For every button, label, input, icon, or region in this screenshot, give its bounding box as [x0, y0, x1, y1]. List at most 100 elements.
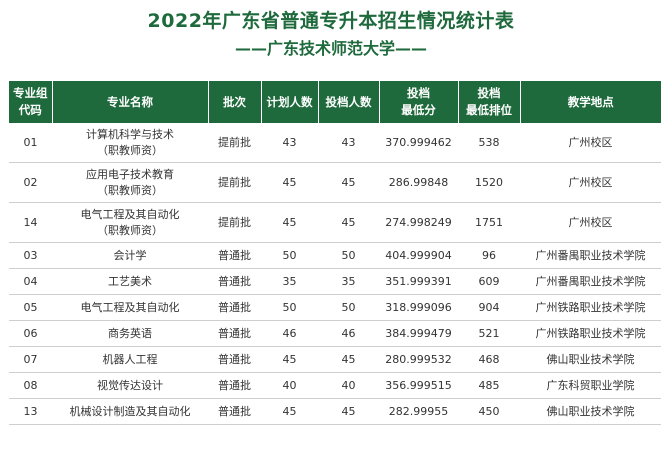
table-row: 05 电气工程及其自动化 普通批 50 50 318.999096 904 广州… [9, 294, 661, 321]
min-score: 356.999515 [379, 372, 458, 399]
admitted-count: 45 [318, 162, 379, 203]
header-cell: 批次 [207, 81, 261, 123]
plan-count: 40 [261, 372, 318, 399]
admitted-count: 50 [318, 294, 379, 321]
plan-count: 50 [261, 294, 318, 321]
batch: 提前批 [208, 202, 261, 243]
admission-table: 专业组 代码 专业名称 批次 计划人数 投档人数 投档 最低分 投档 最低排位 教学地… [9, 81, 661, 425]
major-name: 会计学 [52, 242, 208, 269]
min-score: 286.99848 [379, 162, 458, 203]
batch: 普通批 [208, 346, 261, 373]
teaching-location: 广州铁路职业技术学院 [520, 320, 661, 347]
min-score: 282.99955 [379, 398, 458, 425]
major-name: 机械设计制造及其自动化 [52, 398, 208, 425]
batch: 普通批 [208, 242, 261, 269]
batch: 普通批 [208, 398, 261, 425]
batch: 普通批 [208, 372, 261, 399]
header-cell: 投档 最低排位 [457, 81, 520, 123]
admitted-count: 46 [318, 320, 379, 347]
group-code: 04 [9, 268, 52, 295]
plan-count: 45 [261, 346, 318, 373]
major-name: 电气工程及其自动化 [52, 294, 208, 321]
group-code: 02 [9, 162, 52, 203]
table-row: 07 机器人工程 普通批 45 45 280.999532 468 佛山职业技术… [9, 346, 661, 373]
table-row: 06 商务英语 普通批 46 46 384.999479 521 广州铁路职业技… [9, 320, 661, 347]
major-name: 工艺美术 [52, 268, 208, 295]
teaching-location: 广东科贸职业学院 [520, 372, 661, 399]
header-cell: 专业组 代码 [9, 81, 52, 123]
min-rank: 450 [458, 398, 520, 425]
major-name: 计算机科学与技术 （职教师资） [52, 123, 208, 163]
group-code: 07 [9, 346, 52, 373]
major-name: 应用电子技术教育 （职教师资） [52, 162, 208, 203]
group-code: 06 [9, 320, 52, 347]
major-name: 机器人工程 [52, 346, 208, 373]
min-rank: 96 [458, 242, 520, 269]
major-name: 商务英语 [52, 320, 208, 347]
teaching-location: 佛山职业技术学院 [520, 398, 661, 425]
major-name: 视觉传达设计 [52, 372, 208, 399]
admitted-count: 35 [318, 268, 379, 295]
group-code: 08 [9, 372, 52, 399]
group-code: 05 [9, 294, 52, 321]
header-cell: 计划人数 [260, 81, 318, 123]
min-score: 280.999532 [379, 346, 458, 373]
min-rank: 538 [458, 123, 520, 163]
batch: 普通批 [208, 294, 261, 321]
min-rank: 904 [458, 294, 520, 321]
header-cell: 专业名称 [51, 81, 208, 123]
min-rank: 609 [458, 268, 520, 295]
table-header-row: 专业组 代码 专业名称 批次 计划人数 投档人数 投档 最低分 投档 最低排位 教学地… [9, 81, 661, 123]
table-row: 08 视觉传达设计 普通批 40 40 356.999515 485 广东科贸职… [9, 372, 661, 399]
min-rank: 1751 [458, 202, 520, 243]
min-score: 274.998249 [379, 202, 458, 243]
teaching-location: 广州番禺职业技术学院 [520, 242, 661, 269]
plan-count: 45 [261, 202, 318, 243]
admitted-count: 45 [318, 346, 379, 373]
batch: 提前批 [208, 162, 261, 203]
table-row: 14 电气工程及其自动化 （职教师资） 提前批 45 45 274.998249 … [9, 202, 661, 243]
table-row: 03 会计学 普通批 50 50 404.999904 96 广州番禺职业技术学… [9, 242, 661, 269]
teaching-location: 广州校区 [520, 162, 661, 203]
min-score: 404.999904 [379, 242, 458, 269]
plan-count: 46 [261, 320, 318, 347]
min-score: 351.999391 [379, 268, 458, 295]
teaching-location: 广州番禺职业技术学院 [520, 268, 661, 295]
admitted-count: 45 [318, 398, 379, 425]
table-row: 01 计算机科学与技术 （职教师资） 提前批 43 43 370.999462 5… [9, 123, 661, 163]
min-rank: 468 [458, 346, 520, 373]
batch: 普通批 [208, 320, 261, 347]
table-row: 13 机械设计制造及其自动化 普通批 45 45 282.99955 450 佛… [9, 398, 661, 425]
batch: 普通批 [208, 268, 261, 295]
plan-count: 35 [261, 268, 318, 295]
min-score: 384.999479 [379, 320, 458, 347]
min-rank: 485 [458, 372, 520, 399]
plan-count: 43 [261, 123, 318, 163]
page-subtitle: ——广东技术师范大学—— [234, 39, 427, 58]
min-rank: 1520 [458, 162, 520, 203]
min-score: 318.999096 [379, 294, 458, 321]
min-rank: 521 [458, 320, 520, 347]
teaching-location: 佛山职业技术学院 [520, 346, 661, 373]
major-name: 电气工程及其自动化 （职教师资） [52, 202, 208, 243]
header-cell: 教学地点 [519, 81, 661, 123]
admitted-count: 45 [318, 202, 379, 243]
admitted-count: 50 [318, 242, 379, 269]
plan-count: 50 [261, 242, 318, 269]
admitted-count: 43 [318, 123, 379, 163]
group-code: 01 [9, 123, 52, 163]
header-cell: 投档人数 [317, 81, 379, 123]
header-cell: 投档 最低分 [378, 81, 458, 123]
teaching-location: 广州铁路职业技术学院 [520, 294, 661, 321]
plan-count: 45 [261, 162, 318, 203]
admitted-count: 40 [318, 372, 379, 399]
table-row: 02 应用电子技术教育 （职教师资） 提前批 45 45 286.99848 15… [9, 162, 661, 203]
plan-count: 45 [261, 398, 318, 425]
table-row: 04 工艺美术 普通批 35 35 351.999391 609 广州番禺职业技… [9, 268, 661, 295]
batch: 提前批 [208, 123, 261, 163]
group-code: 03 [9, 242, 52, 269]
min-score: 370.999462 [379, 123, 458, 163]
teaching-location: 广州校区 [520, 202, 661, 243]
group-code: 13 [9, 398, 52, 425]
group-code: 14 [9, 202, 52, 243]
